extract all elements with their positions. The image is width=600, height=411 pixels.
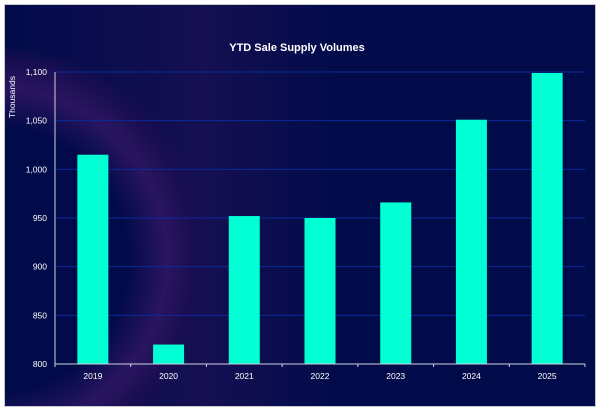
x-tick-label: 2022 bbox=[311, 371, 330, 381]
x-tick-label: 2025 bbox=[538, 371, 557, 381]
bar-2020 bbox=[153, 344, 185, 364]
x-tick-label: 2020 bbox=[159, 371, 178, 381]
x-tick-label: 2024 bbox=[462, 371, 481, 381]
x-tick-label: 2021 bbox=[235, 371, 254, 381]
bar-2022 bbox=[304, 218, 336, 364]
y-tick-label: 1,050 bbox=[26, 116, 48, 126]
y-tick-label: 900 bbox=[33, 262, 47, 272]
y-tick-label: 1,100 bbox=[26, 67, 48, 77]
x-tick-label: 2023 bbox=[386, 371, 405, 381]
y-tick-label: 800 bbox=[33, 359, 47, 369]
chart-title: YTD Sale Supply Volumes bbox=[229, 42, 365, 54]
chart-panel: YTD Sale Supply Volumes Thousands 800 850… bbox=[4, 4, 596, 407]
y-tick-label: 950 bbox=[33, 213, 47, 223]
bar-2025 bbox=[531, 72, 563, 365]
y-tick-label: 850 bbox=[33, 310, 47, 320]
bar-chart: YTD Sale Supply Volumes Thousands 800 850… bbox=[7, 42, 586, 381]
bar-2024 bbox=[455, 119, 487, 365]
x-tick-label: 2019 bbox=[83, 371, 102, 381]
y-tick-label: 1,000 bbox=[26, 164, 48, 174]
y-axis-label: Thousands bbox=[7, 76, 17, 118]
bar-2021 bbox=[228, 216, 260, 364]
bar-2019 bbox=[77, 154, 109, 364]
bar-2023 bbox=[380, 202, 412, 364]
